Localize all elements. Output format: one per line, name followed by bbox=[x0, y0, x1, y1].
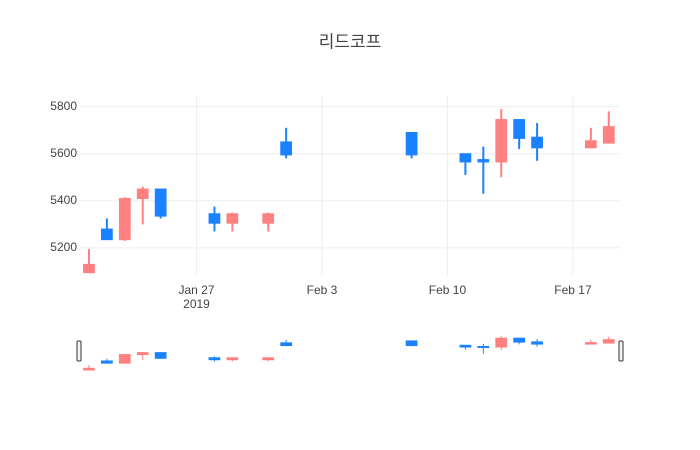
range-handle bbox=[76, 340, 82, 362]
candle-body bbox=[280, 141, 293, 156]
candle-body bbox=[154, 188, 167, 217]
candle-body bbox=[584, 140, 597, 149]
candle-body bbox=[477, 159, 490, 163]
candle-body bbox=[459, 153, 472, 163]
slider-candle-body bbox=[584, 342, 597, 345]
y-tick-label: 5200 bbox=[50, 240, 77, 254]
slider-candle-body bbox=[495, 337, 508, 348]
candle-body bbox=[136, 188, 149, 199]
slider-candle-body bbox=[154, 352, 167, 359]
x-tick-label: Feb 3 bbox=[307, 283, 338, 297]
candle-body bbox=[495, 119, 508, 163]
x-tick-label: Feb 10 bbox=[429, 283, 467, 297]
candle-body bbox=[101, 228, 113, 241]
candle-body bbox=[513, 119, 526, 139]
slider-candle-body bbox=[280, 342, 293, 347]
candle-body bbox=[602, 126, 615, 144]
slider-candle-body bbox=[226, 357, 239, 361]
chart-title: 리드코프 bbox=[319, 32, 382, 51]
candle-body bbox=[118, 197, 131, 241]
x-tick-label: Jan 27 2019 bbox=[178, 283, 214, 311]
candle-body bbox=[83, 263, 95, 274]
y-tick-label: 5600 bbox=[50, 146, 77, 160]
slider-candle-body bbox=[531, 341, 543, 345]
candle-body bbox=[405, 132, 418, 156]
candle-body bbox=[262, 213, 275, 224]
candle-body bbox=[208, 213, 221, 224]
y-tick-label: 5400 bbox=[50, 193, 77, 207]
slider-candle-body bbox=[118, 354, 131, 364]
slider-candle-body bbox=[513, 337, 526, 343]
candle-body bbox=[226, 213, 239, 224]
y-tick-label: 5800 bbox=[50, 99, 77, 113]
slider-candle-body bbox=[262, 357, 275, 361]
slider-candle-body bbox=[459, 344, 472, 348]
candle-body bbox=[531, 136, 543, 149]
slider-candle-body bbox=[477, 346, 490, 349]
slider-candle-body bbox=[101, 360, 113, 364]
slider-candle-body bbox=[136, 352, 149, 356]
slider-candle-body bbox=[83, 367, 95, 371]
slider-candle-body bbox=[208, 357, 221, 361]
slider-candle-body bbox=[405, 340, 418, 347]
slider-candle-body bbox=[602, 339, 615, 344]
range-handle bbox=[618, 340, 624, 362]
x-tick-label: Feb 17 bbox=[554, 283, 592, 297]
